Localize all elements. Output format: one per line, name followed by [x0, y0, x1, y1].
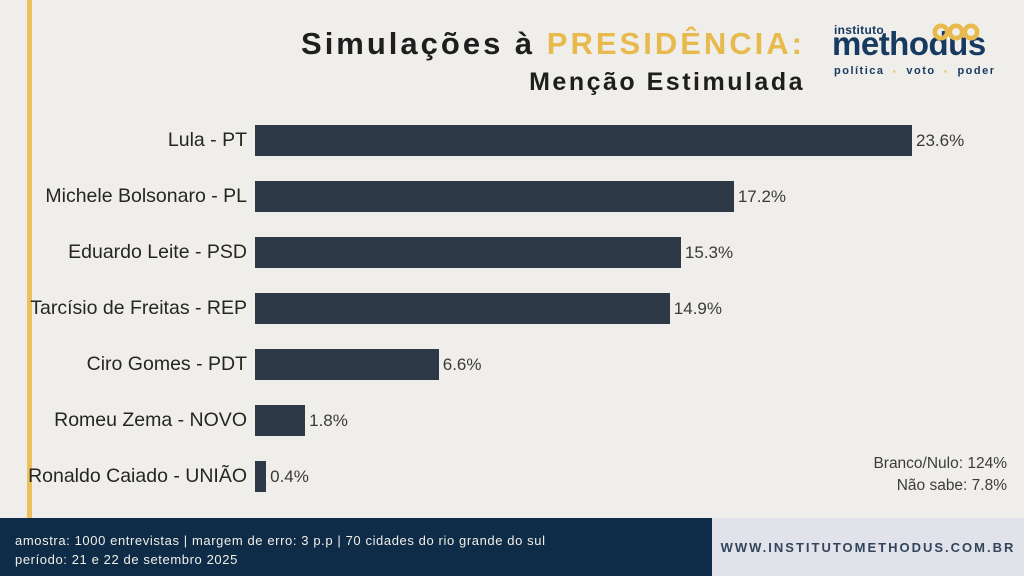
candidate-bar [255, 293, 670, 324]
chart-row: Michele Bolsonaro - PL 17.2% [0, 181, 1024, 237]
chart-row: Ciro Gomes - PDT 6.6% [0, 349, 1024, 405]
value-label: 0.4% [270, 467, 309, 486]
candidate-bar [255, 349, 439, 380]
value-label: 1.8% [309, 411, 348, 430]
candidate-bar [255, 125, 912, 156]
note-branco-nulo: Branco/Nulo: 124% [873, 455, 1007, 472]
candidate-label: Eduardo Leite - PSD [68, 241, 247, 263]
website-url: WWW.INSTITUTOMETHODUS.COM.BR [720, 539, 1016, 555]
value-label: 14.9% [673, 299, 722, 318]
value-label: 17.2% [737, 187, 787, 206]
candidate-bar [255, 181, 734, 212]
footer-period-line: período: 21 e 22 de setembro 2025 [15, 552, 238, 567]
footer-sample-line: amostra: 1000 entrevistas | margem de er… [15, 533, 546, 548]
tagline-dot-separator: · [892, 63, 899, 79]
instituto-methodus-logo: instituto methodus política · voto · poder [826, 20, 994, 79]
chart-row: Tarcísio de Freitas - REP 14.9% [0, 293, 1024, 349]
candidate-bar [255, 405, 306, 436]
title-highlight: PRESIDÊNCIA: [546, 26, 805, 61]
tagline-dot-separator: · [943, 63, 950, 79]
candidate-bar [255, 237, 681, 268]
chart-row: Lula - PT 23.6% [0, 125, 1024, 181]
candidate-label: Lula - PT [167, 129, 247, 151]
value-label: 6.6% [442, 355, 482, 374]
header: Simulações à PRESIDÊNCIA: Menção Estimul… [301, 26, 805, 97]
chart-row: Romeu Zema - NOVO 1.8% [0, 405, 1024, 461]
tagline-word: política [834, 65, 885, 78]
candidate-bar [255, 461, 267, 492]
gold-accent-line [27, 0, 32, 518]
footer-website-panel: WWW.INSTITUTOMETHODUS.COM.BR [712, 518, 1024, 576]
value-label: 23.6% [916, 131, 965, 150]
candidate-label: Tarcísio de Freitas - REP [30, 297, 247, 319]
candidate-label: Michele Bolsonaro - PL [45, 185, 247, 207]
bar-chart: Lula - PT 23.6% Michele Bolsonaro - PL 17.2… [0, 125, 1024, 517]
chart-notes: Branco/Nulo: 124% Não sabe: 7.8% [873, 453, 1007, 497]
page-subtitle: Menção Estimulada [529, 68, 805, 96]
triple-loop-infinity-icon [932, 22, 980, 47]
title-prefix: Simulações à [301, 26, 547, 61]
logo-word-instituto: instituto [834, 23, 885, 37]
candidate-label: Ronaldo Caiado - UNIÃO [28, 465, 247, 487]
candidate-label: Romeu Zema - NOVO [54, 409, 247, 431]
chart-row: Ronaldo Caiado - UNIÃO 0.4% [0, 461, 1024, 517]
tagline-word: voto [906, 65, 936, 78]
page-title: Simulações à PRESIDÊNCIA: [301, 26, 805, 62]
note-nao-sabe: Não sabe: 7.8% [896, 477, 1007, 494]
candidate-label: Ciro Gomes - PDT [86, 353, 247, 375]
tagline-word: poder [957, 65, 996, 78]
logo-tagline: política · voto · poder [834, 63, 994, 79]
footer-methodology: amostra: 1000 entrevistas | margem de er… [0, 518, 712, 576]
chart-row: Eduardo Leite - PSD 15.3% [0, 237, 1024, 293]
value-label: 15.3% [684, 243, 734, 262]
